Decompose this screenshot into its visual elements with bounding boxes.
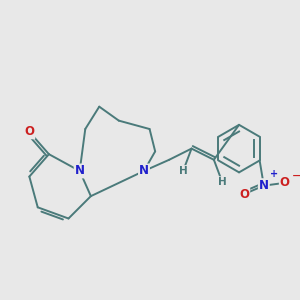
Text: −: − [292, 171, 300, 181]
Text: N: N [259, 179, 269, 192]
Text: O: O [280, 176, 290, 189]
Text: O: O [239, 188, 249, 200]
Text: N: N [139, 164, 149, 178]
Text: H: H [179, 166, 188, 176]
Text: +: + [270, 169, 278, 179]
Text: O: O [24, 125, 34, 138]
Text: H: H [218, 177, 227, 187]
Text: N: N [75, 164, 85, 178]
